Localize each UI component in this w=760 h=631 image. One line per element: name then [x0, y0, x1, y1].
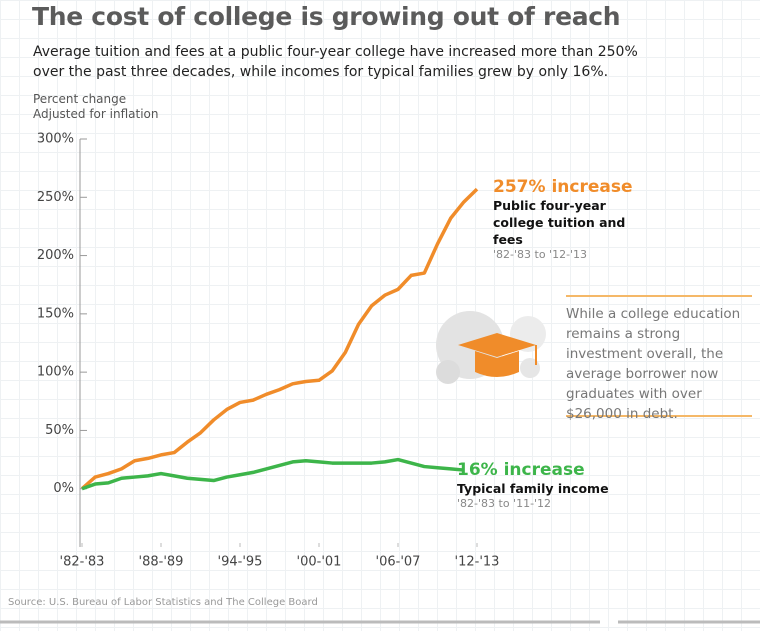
y-tick-label: 100% [37, 365, 74, 380]
annotation: 257% increase Public four-year college t… [493, 177, 653, 261]
x-tick-label: '82-'83 [60, 555, 105, 570]
title: The cost of college is growing out of re… [32, 2, 621, 31]
x-tick-label: '00-'01 [297, 555, 342, 570]
series-line [81, 457, 464, 491]
y-tick-label: 50% [45, 423, 74, 438]
annotation: 16% increase Typical family income '82-'… [457, 460, 637, 510]
icon [436, 311, 546, 384]
annotation-period: '82-'83 to '12-'13 [493, 248, 588, 261]
y-tick-label: 0% [53, 481, 74, 496]
annotation-period: '82-'83 to '11-'12 [457, 497, 552, 510]
x-tick-label: '94-'95 [218, 555, 263, 570]
x-tick-label: '12-'13 [455, 555, 500, 570]
y-tick-label: 150% [37, 306, 74, 321]
y-tick-label: 300% [37, 132, 74, 147]
x-tick-label: '06-'07 [376, 555, 421, 570]
note: While a college education remains a stro… [566, 306, 741, 422]
y-axis-label: Adjusted for inflation [33, 107, 159, 121]
y-tick-label: 200% [37, 248, 74, 263]
annotation-title: 16% increase [457, 460, 585, 480]
series-name: Public four-year college tuition and fee… [493, 198, 626, 247]
y-tick-label: 250% [37, 190, 74, 205]
y-axis-label: Percent change [33, 92, 127, 106]
annotation-title: 257% increase [493, 177, 633, 197]
subtitle: Average tuition and fees at a public fou… [33, 44, 638, 80]
source: Source: U.S. Bureau of Labor Statistics … [8, 597, 318, 608]
x-tick-label: '88-'89 [139, 555, 184, 570]
series-name: Typical family income [457, 481, 609, 496]
series-line [80, 187, 479, 491]
